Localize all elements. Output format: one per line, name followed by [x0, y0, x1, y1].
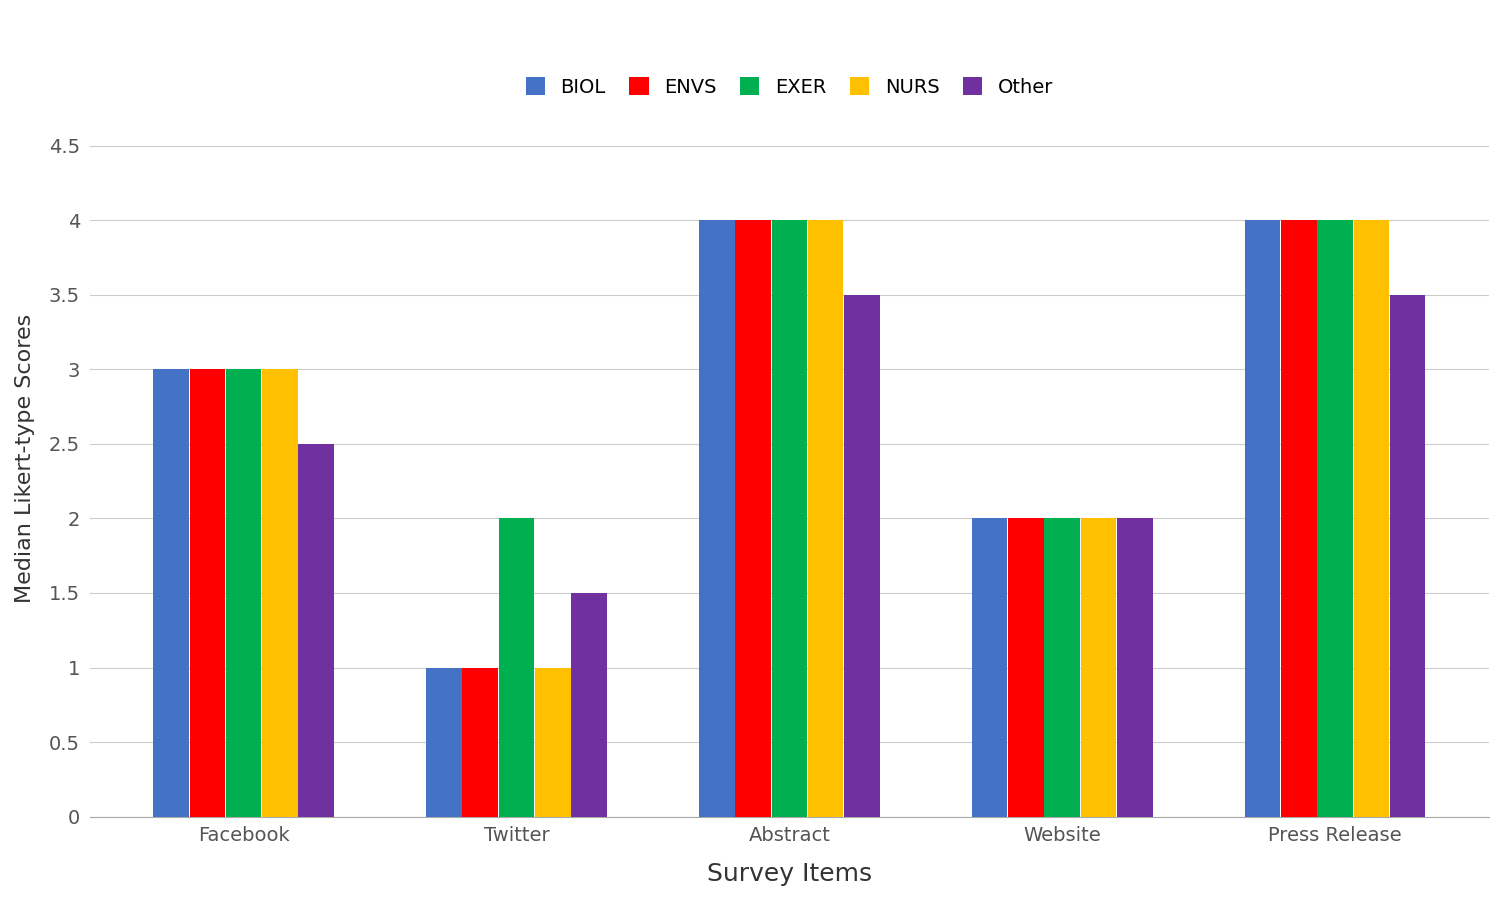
Bar [1117, 518, 1152, 816]
Bar [535, 668, 570, 816]
Bar [190, 369, 226, 816]
Bar [1354, 220, 1390, 816]
Bar [572, 593, 606, 816]
Bar [298, 444, 334, 816]
Bar [808, 220, 844, 816]
Bar [1008, 518, 1044, 816]
Bar [226, 369, 262, 816]
Bar [426, 668, 462, 816]
Y-axis label: Median Likert-type Scores: Median Likert-type Scores [15, 314, 35, 604]
Bar [1318, 220, 1352, 816]
Legend: BIOL, ENVS, EXER, NURS, Other: BIOL, ENVS, EXER, NURS, Other [516, 68, 1063, 106]
Bar [1044, 518, 1080, 816]
Bar [463, 668, 498, 816]
X-axis label: Survey Items: Survey Items [707, 862, 872, 886]
Bar [153, 369, 190, 816]
Bar [1081, 518, 1116, 816]
Bar [972, 518, 1008, 816]
Bar [772, 220, 808, 816]
Bar [1245, 220, 1280, 816]
Bar [1390, 295, 1426, 816]
Bar [735, 220, 772, 816]
Bar [1281, 220, 1316, 816]
Bar [699, 220, 734, 816]
Bar [262, 369, 298, 816]
Bar [844, 295, 880, 816]
Bar [499, 518, 534, 816]
